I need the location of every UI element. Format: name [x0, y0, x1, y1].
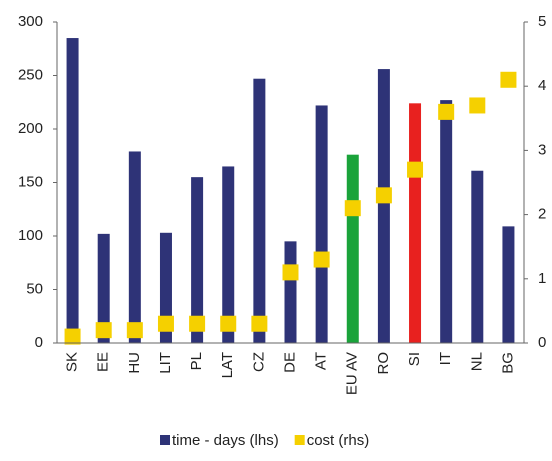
x-tick-label: BG: [499, 352, 516, 374]
x-tick-label: LAT: [219, 352, 236, 378]
bar: [284, 241, 297, 343]
x-tick-label: PL: [188, 352, 205, 370]
legend-swatch: [294, 435, 305, 445]
legend-label: time - days (lhs): [172, 432, 279, 449]
x-tick-label: HU: [126, 352, 143, 374]
y2-tick-label: 1: [538, 270, 546, 287]
bar: [222, 166, 235, 343]
x-tick-label: LIT: [157, 352, 174, 374]
x-tick-label: CZ: [250, 352, 267, 372]
marker: [126, 322, 143, 339]
bar: [377, 69, 390, 343]
bar: [191, 177, 204, 343]
x-tick-label: AT: [313, 352, 330, 370]
marker: [313, 251, 330, 268]
x-tick-label: DE: [281, 352, 298, 373]
marker: [375, 187, 392, 204]
marker: [251, 315, 268, 332]
x-tick-label: SK: [64, 352, 81, 372]
marker: [95, 322, 112, 339]
marker: [282, 264, 299, 281]
y-tick-label: 250: [18, 66, 43, 83]
marker: [438, 103, 455, 120]
bar: [159, 232, 172, 343]
marker: [157, 315, 174, 332]
y2-tick-label: 0: [538, 334, 546, 351]
y2-tick-label: 2: [538, 206, 546, 223]
x-tick-label: EE: [95, 352, 112, 372]
bar: [471, 170, 484, 343]
marker: [407, 161, 424, 178]
y-tick-label: 100: [18, 227, 43, 244]
marker: [469, 97, 486, 114]
bar: [253, 78, 266, 344]
y2-tick-label: 4: [538, 77, 546, 94]
x-tick-label: EU AV: [344, 352, 361, 395]
marker: [64, 328, 81, 345]
bar: [409, 103, 422, 343]
legend-label: cost (rhs): [307, 432, 370, 449]
y-tick-label: 200: [18, 120, 43, 137]
bar: [440, 100, 453, 343]
y2-tick-label: 5: [538, 13, 546, 30]
y-tick-label: 0: [35, 334, 43, 351]
bar: [346, 154, 359, 343]
legend-swatch: [160, 435, 170, 445]
y-tick-label: 50: [26, 280, 43, 297]
marker: [220, 315, 237, 332]
marker: [500, 71, 517, 88]
y2-tick-label: 3: [538, 141, 546, 158]
x-tick-label: IT: [437, 352, 454, 365]
bar: [66, 38, 79, 344]
bar: [97, 233, 110, 343]
bar: [315, 105, 328, 344]
x-tick-label: RO: [375, 352, 392, 375]
marker: [344, 200, 361, 217]
y-tick-label: 150: [18, 173, 43, 190]
y-tick-label: 300: [18, 13, 43, 30]
x-tick-label: SI: [406, 352, 423, 366]
bar: [128, 151, 141, 343]
bar: [502, 226, 515, 343]
marker: [189, 315, 206, 332]
x-tick-label: NL: [468, 352, 485, 371]
